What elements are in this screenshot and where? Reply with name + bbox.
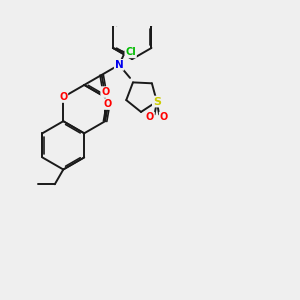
- Text: O: O: [59, 92, 68, 102]
- Text: O: O: [160, 112, 168, 122]
- Text: Cl: Cl: [125, 47, 136, 57]
- Text: S: S: [153, 97, 161, 106]
- Text: O: O: [101, 87, 110, 97]
- Text: O: O: [146, 112, 154, 122]
- Text: O: O: [103, 99, 111, 109]
- Text: N: N: [115, 60, 124, 70]
